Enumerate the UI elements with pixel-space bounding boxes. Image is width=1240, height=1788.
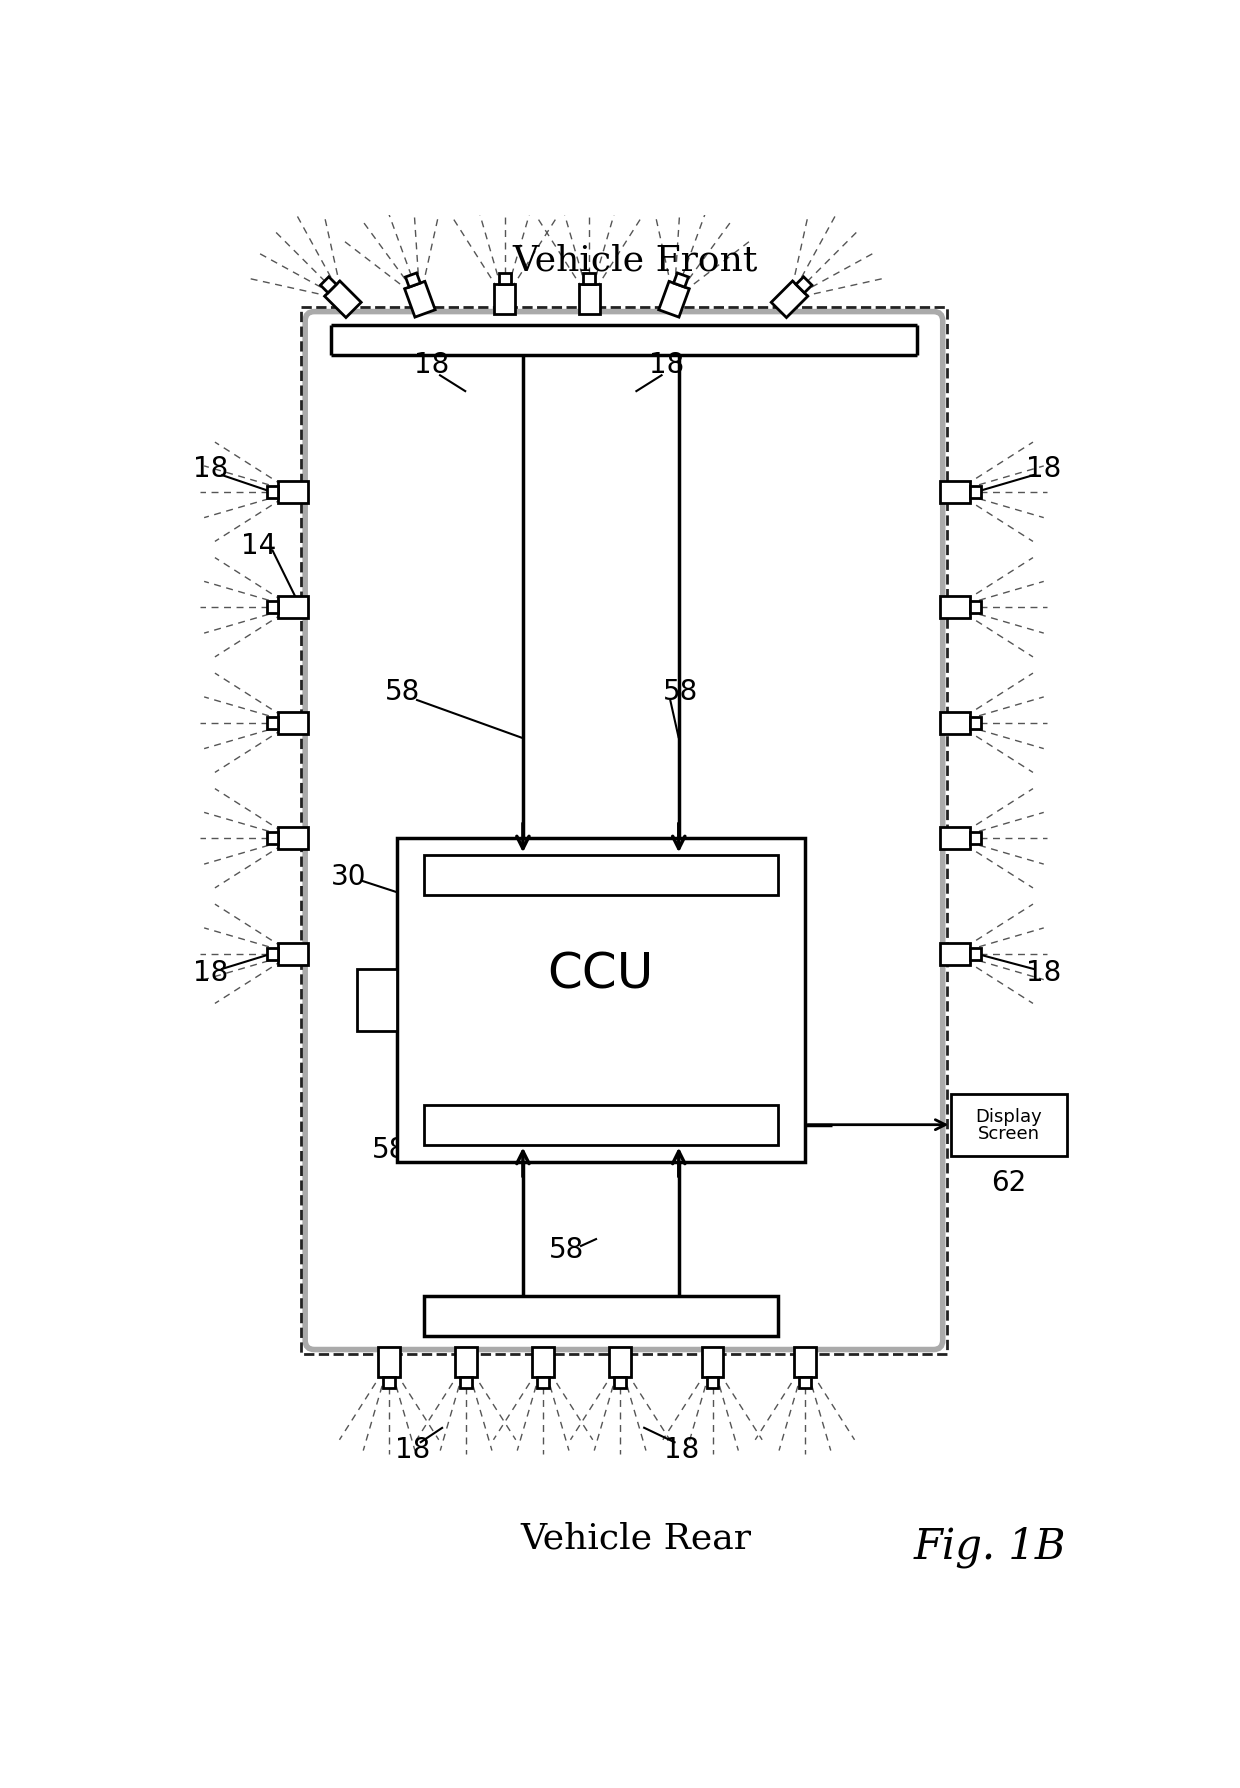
Bar: [614, 1377, 626, 1387]
Bar: [940, 597, 970, 619]
Bar: [796, 277, 812, 293]
Bar: [267, 717, 278, 730]
Bar: [940, 481, 970, 502]
Text: 18: 18: [1025, 958, 1061, 987]
Bar: [267, 486, 278, 497]
Bar: [951, 1094, 1066, 1155]
Bar: [658, 281, 689, 316]
Bar: [799, 1377, 811, 1387]
Text: CCU: CCU: [548, 949, 653, 998]
Bar: [325, 281, 361, 318]
Text: Vehicle Rear: Vehicle Rear: [520, 1522, 751, 1556]
Bar: [970, 601, 981, 613]
Bar: [405, 274, 420, 288]
Bar: [378, 1346, 399, 1377]
Bar: [970, 833, 981, 844]
Bar: [460, 1377, 472, 1387]
Bar: [532, 1346, 554, 1377]
Text: 18: 18: [414, 350, 449, 379]
Text: 18: 18: [193, 454, 228, 483]
Bar: [278, 942, 308, 964]
Bar: [583, 274, 595, 284]
Bar: [794, 1346, 816, 1377]
Bar: [498, 274, 511, 284]
FancyBboxPatch shape: [305, 311, 942, 1350]
Bar: [397, 839, 805, 1162]
Bar: [300, 308, 947, 1354]
Text: 18: 18: [665, 1436, 699, 1464]
Bar: [702, 1346, 723, 1377]
Text: Fig. 1B: Fig. 1B: [914, 1525, 1066, 1568]
Bar: [320, 277, 336, 293]
Bar: [970, 717, 981, 730]
Bar: [267, 833, 278, 844]
Bar: [424, 855, 777, 896]
Bar: [424, 1296, 777, 1336]
Text: Screen: Screen: [978, 1125, 1040, 1143]
Text: 58: 58: [386, 678, 420, 706]
Text: 18: 18: [649, 350, 684, 379]
Text: 18: 18: [394, 1436, 430, 1464]
Text: 58: 58: [662, 678, 698, 706]
Bar: [383, 1377, 396, 1387]
Bar: [940, 828, 970, 849]
Text: 62: 62: [991, 1169, 1027, 1198]
Text: 58: 58: [548, 1236, 584, 1264]
Bar: [404, 281, 435, 316]
Bar: [278, 828, 308, 849]
Bar: [940, 942, 970, 964]
Bar: [970, 948, 981, 960]
Text: Display: Display: [976, 1109, 1043, 1126]
Bar: [267, 948, 278, 960]
Bar: [940, 712, 970, 733]
Bar: [970, 486, 981, 497]
Bar: [579, 284, 600, 315]
Text: Vehicle Front: Vehicle Front: [513, 243, 758, 277]
Bar: [278, 712, 308, 733]
Bar: [278, 597, 308, 619]
Bar: [707, 1377, 718, 1387]
Text: 14: 14: [241, 531, 275, 560]
Bar: [267, 601, 278, 613]
Bar: [357, 969, 397, 1030]
Bar: [609, 1346, 631, 1377]
Bar: [278, 481, 308, 502]
Bar: [771, 281, 807, 318]
Text: 18: 18: [193, 958, 228, 987]
Bar: [673, 274, 688, 288]
Bar: [424, 1105, 777, 1144]
Text: 58: 58: [372, 1135, 407, 1164]
Bar: [537, 1377, 549, 1387]
Text: 18: 18: [1025, 454, 1061, 483]
Bar: [494, 284, 516, 315]
Bar: [455, 1346, 477, 1377]
Text: 30: 30: [331, 864, 367, 890]
